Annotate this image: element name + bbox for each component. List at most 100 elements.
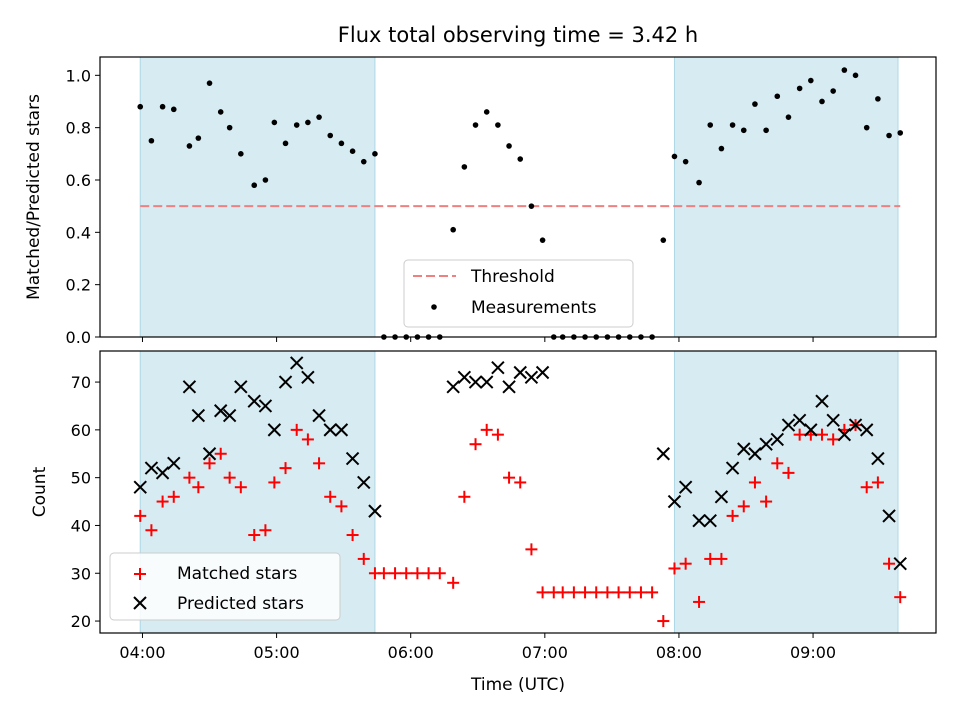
matched-star-point [737, 500, 750, 513]
matched-star-point [458, 490, 471, 503]
matched-star-point [134, 509, 147, 522]
measurement-point [271, 119, 278, 126]
measurement-point [159, 103, 166, 110]
predicted-star-stroke [258, 399, 273, 413]
matched-star-point [860, 481, 873, 494]
bottom-plot-frame [99, 350, 937, 634]
predicted-star-point [678, 480, 693, 494]
top-legend-box [403, 259, 634, 328]
predicted-star-stroke [323, 423, 337, 437]
matched-star-point [313, 457, 326, 470]
predicted-star-stroke [714, 490, 729, 504]
predicted-star-stroke [893, 556, 907, 571]
measurement-point [528, 203, 535, 209]
matched-star-point [203, 457, 216, 470]
predicted-star-point [859, 423, 874, 437]
matched-star-point [259, 524, 272, 537]
predicted-star-point [446, 380, 460, 394]
predicted-star-stroke [725, 461, 740, 475]
matched-star-point [883, 557, 896, 570]
y-tick-label: 70 [71, 373, 91, 392]
x-tick-label: 08:00 [656, 643, 702, 662]
matched-star-point [657, 615, 670, 628]
measurement-point [506, 143, 512, 149]
measurement-point [740, 127, 747, 134]
measurement-point [819, 98, 825, 105]
legend-matched-label: Matched stars [177, 564, 297, 584]
measurement-point [148, 137, 155, 144]
matched-star-point [248, 529, 261, 542]
legend-measurements-label: Measurements [471, 298, 597, 318]
measurement-point [217, 109, 224, 115]
predicted-star-point [167, 456, 181, 471]
predicted-star-point [247, 394, 261, 408]
measurement-point [696, 179, 702, 186]
measurement-point [841, 67, 848, 73]
predicted-star-stroke [759, 437, 773, 451]
measurement-point [338, 140, 345, 147]
predicted-star-point [457, 370, 472, 384]
predicted-star-stroke [167, 456, 181, 471]
predicted-stars-points [133, 356, 907, 571]
predicted-star-point [692, 513, 706, 528]
predicted-star-stroke [491, 361, 505, 375]
bottom-x-ticks: 04:00 05:00 06:00 07:00 08:00 09:00 [119, 633, 836, 662]
predicted-star-stroke [182, 380, 197, 394]
predicted-star-stroke [667, 494, 682, 509]
matched-star-point [601, 586, 614, 599]
x-tick-label: 06:00 [388, 643, 434, 662]
matched-star-point [357, 552, 370, 565]
matched-star-point [525, 543, 538, 556]
measurement-point [660, 237, 667, 243]
predicted-star-stroke [155, 466, 170, 480]
predicted-star-point [278, 375, 293, 389]
predicted-star-stroke [826, 413, 840, 428]
predicted-star-point [155, 466, 170, 480]
predicted-star-point [871, 451, 885, 466]
matched-star-point [704, 552, 717, 565]
y-tick-label: 0.4 [66, 223, 91, 242]
matched-star-point [871, 476, 884, 489]
y-tick-label: 0.0 [66, 328, 91, 347]
matched-star-point [214, 447, 227, 460]
legend-predicted-label: Predicted stars [177, 594, 304, 614]
predicted-star-point [513, 365, 527, 380]
predicted-star-stroke [457, 370, 472, 384]
predicted-star-point [368, 504, 382, 518]
matched-star-point [145, 524, 158, 537]
measurement-point [461, 164, 468, 170]
matched-star-point [480, 423, 493, 436]
matched-star-point [782, 466, 795, 479]
measurement-point [808, 77, 814, 84]
matched-star-point [793, 428, 806, 441]
matched-star-point [748, 476, 761, 489]
measurement-point [682, 158, 689, 165]
predicted-star-stroke [502, 380, 516, 394]
predicted-star-point [312, 408, 326, 423]
matched-star-point [503, 471, 516, 484]
matched-star-point [646, 586, 659, 599]
predicted-star-stroke [345, 451, 360, 466]
chart-title: Flux total observing time = 3.42 h [338, 23, 698, 47]
matched-star-point [279, 462, 292, 475]
y-tick-label: 1.0 [66, 66, 91, 85]
measurement-point [327, 132, 334, 139]
measurement-point [875, 96, 881, 102]
predicted-star-stroke [247, 394, 261, 408]
predicted-star-point [144, 461, 159, 475]
predicted-star-stroke [513, 365, 527, 380]
predicted-star-stroke [368, 504, 382, 518]
predicted-star-stroke [656, 447, 671, 461]
predicted-star-stroke [213, 404, 228, 418]
predicted-star-stroke [815, 394, 829, 408]
legend-matched-swatch [134, 568, 146, 580]
shaded-interval [140, 57, 375, 337]
matched-star-point [167, 490, 180, 503]
measurement-point [774, 93, 781, 100]
measurement-point [305, 119, 311, 126]
predicted-star-point [191, 408, 206, 423]
predicted-star-point [479, 375, 494, 389]
measurement-point [262, 177, 269, 183]
top-y-axis-label: Matched/Predicted stars [24, 94, 44, 300]
